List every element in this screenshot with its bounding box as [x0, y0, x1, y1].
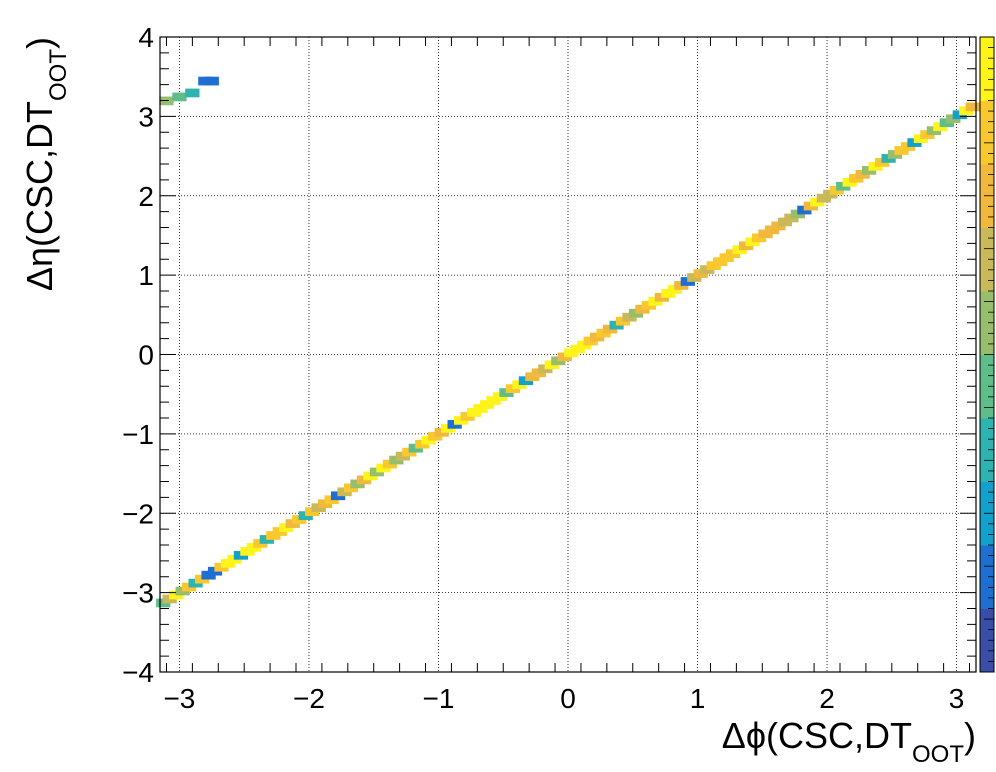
y-tick-label: 1 [138, 260, 154, 291]
colorbar-segment [980, 646, 994, 660]
colorbar-segment [980, 240, 994, 254]
heatmap-cell [965, 102, 980, 112]
colorbar-segment [980, 341, 994, 355]
heatmap-cells [156, 76, 980, 608]
colorbar-segment [980, 595, 994, 609]
colorbar-segment [980, 443, 994, 457]
heatmap-cell [172, 92, 187, 102]
y-tick-label: 2 [138, 181, 154, 212]
y-tick-label: −1 [122, 419, 154, 450]
colorbar-segment [980, 265, 994, 279]
y-tick-label: −4 [122, 657, 154, 688]
heatmap-cell [185, 88, 200, 98]
colorbar-segment [980, 75, 994, 89]
y-tick-label: 3 [138, 101, 154, 132]
y-tick-label: 4 [138, 22, 154, 53]
x-tick-label: −1 [423, 683, 455, 714]
colorbar-segment [980, 329, 994, 343]
colorbar-segment [980, 252, 994, 267]
colorbar-segment [980, 570, 994, 584]
colorbar-segment [980, 557, 994, 571]
colorbar-segment [980, 532, 994, 546]
x-tick-label: −2 [293, 683, 325, 714]
colorbar-segment [980, 49, 994, 63]
colorbar-segment [980, 583, 994, 597]
x-axis-title: Δϕ(CSC,DTOOT) [722, 715, 976, 768]
colorbar-segment [980, 303, 994, 317]
heatmap-cell [204, 76, 219, 86]
colorbar-segment [980, 621, 994, 635]
colorbar-segment [980, 545, 994, 559]
colorbar-segment [980, 87, 994, 101]
colorbar-segment [980, 113, 994, 127]
y-tick-label: 0 [138, 340, 154, 371]
x-tick-labels: −3 −2 −1 0 1 2 3 [163, 683, 964, 714]
colorbar-segment [980, 291, 994, 305]
colorbar-segment [980, 316, 994, 330]
colorbar-segment [980, 354, 994, 368]
colorbar-segment [980, 456, 994, 470]
colorbar-segment [980, 494, 994, 508]
colorbar-segment [980, 164, 994, 178]
colorbar [979, 36, 995, 673]
colorbar-segment [980, 37, 994, 51]
colorbar-segment [980, 405, 994, 419]
x-axis-title-sub: OOT [912, 741, 964, 768]
x-axis-title-main: Δϕ(CSC,DT [722, 715, 912, 756]
colorbar-segment [980, 125, 994, 140]
colorbar-segment [980, 608, 994, 622]
grid-lines [160, 37, 976, 672]
x-axis-title-close: ) [964, 715, 976, 756]
colorbar-segment [980, 367, 994, 381]
y-tick-labels: −4 −3 −2 −1 0 1 2 3 4 [122, 22, 154, 688]
y-axis-title-sub: OOT [45, 49, 72, 101]
colorbar-segment [980, 392, 994, 406]
y-tick-label: −2 [122, 498, 154, 529]
colorbar-segment [980, 278, 994, 292]
colorbar-segment [980, 138, 994, 152]
colorbar-segment [980, 481, 994, 495]
colorbar-segment [980, 519, 994, 533]
colorbar-segment [980, 659, 994, 673]
colorbar-segment [980, 214, 994, 228]
colorbar-segment [980, 151, 994, 165]
colorbar-segment [980, 418, 994, 432]
plot-frame [159, 36, 977, 673]
y-axis-title: Δη(CSC,DTOOT) [19, 37, 72, 291]
x-tick-label: −3 [163, 683, 195, 714]
colorbar-segment [980, 176, 994, 190]
colorbar-segment [980, 633, 994, 648]
colorbar-segment [980, 430, 994, 444]
x-tick-label: 3 [949, 683, 965, 714]
y-axis-title-close: ) [19, 37, 60, 49]
colorbar-segment [980, 227, 994, 241]
colorbar-segment [980, 100, 994, 114]
x-tick-label: 2 [819, 683, 835, 714]
colorbar-segment [980, 62, 994, 76]
y-tick-label: −3 [122, 578, 154, 609]
x-tick-label: 0 [560, 683, 576, 714]
colorbar-segment [980, 202, 994, 216]
y-axis-title-main: Δη(CSC,DT [19, 101, 60, 291]
colorbar-segment [980, 379, 994, 394]
colorbar-segment [980, 468, 994, 482]
x-tick-label: 1 [690, 683, 706, 714]
